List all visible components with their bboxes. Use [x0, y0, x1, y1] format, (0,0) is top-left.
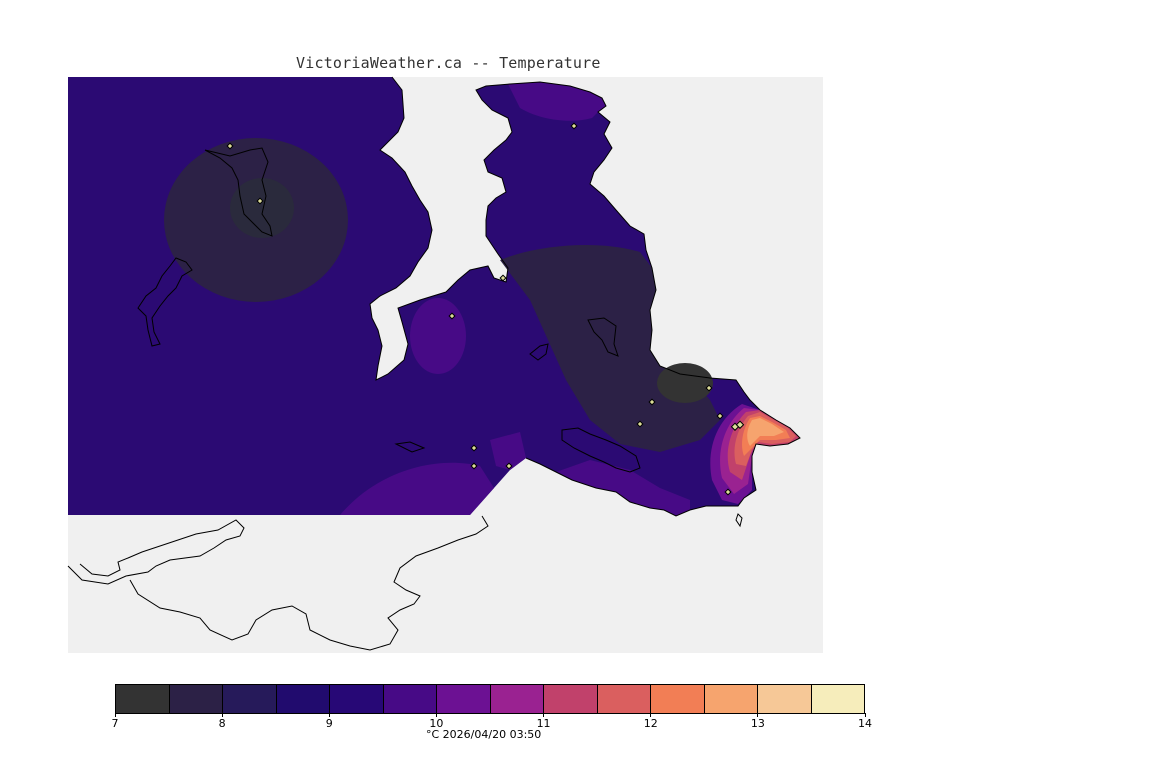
- station-marker: [448, 312, 456, 320]
- temperature-field-warm-south-2: [490, 432, 526, 470]
- legend-color-cell: [704, 685, 758, 713]
- legend-caption: °C 2026/04/20 03:50: [426, 728, 542, 741]
- map-title: VictoriaWeather.ca -- Temperature: [296, 54, 601, 72]
- station-marker: [505, 462, 513, 470]
- station-marker: [705, 384, 713, 392]
- coastline-main-island: [369, 76, 801, 517]
- coastline-islet-small: [529, 343, 549, 361]
- temperature-field-warm-north: [508, 82, 606, 121]
- legend-color-cell: [169, 685, 223, 713]
- coastline-islet-center: [587, 317, 619, 357]
- legend-tick-mark: [328, 713, 330, 717]
- legend-tick-label: 7: [111, 717, 119, 730]
- station-marker: [256, 197, 264, 205]
- legend-tick-mark: [435, 713, 437, 717]
- coastlines: [67, 76, 801, 651]
- legend-color-cell: [223, 685, 277, 713]
- legend-tick-label: 9: [325, 717, 333, 730]
- legend-color-cell: [651, 685, 705, 713]
- legend-tick-mark: [650, 713, 652, 717]
- legend-color-cell: [544, 685, 598, 713]
- station-marker: [648, 398, 656, 406]
- temperature-field-warm-southeast: [556, 460, 690, 516]
- legend-tick-mark: [757, 713, 759, 717]
- temperature-field-warm-south: [340, 462, 494, 515]
- station-marker: [636, 420, 644, 428]
- legend-color-cell: [116, 685, 170, 713]
- legend-color-cell: [758, 685, 812, 713]
- coastline-island-nw: [204, 147, 273, 237]
- station-marker: [226, 142, 234, 150]
- color-legend-bar: [115, 684, 865, 714]
- legend-color-cell: [330, 685, 384, 713]
- station-markers: [226, 122, 745, 496]
- legend-color-cell: [811, 685, 864, 713]
- temperature-field-cooler-nw: [230, 178, 294, 238]
- station-marker: [735, 420, 745, 429]
- station-marker: [470, 462, 478, 470]
- coastline-islet-east: [735, 513, 743, 528]
- legend-color-cell: [276, 685, 330, 713]
- legend-color-cell: [437, 685, 491, 713]
- legend-color-cell: [383, 685, 437, 713]
- station-marker: [570, 122, 578, 130]
- legend-tick-label: 11: [536, 717, 551, 730]
- legend-tick-mark: [543, 713, 545, 717]
- coastline-islet-south: [394, 441, 426, 453]
- temperature-field-hot-6: [747, 418, 784, 446]
- legend-tick-label: 10: [429, 717, 444, 730]
- legend-tick-mark: [864, 713, 866, 717]
- coastline-island-west: [137, 257, 193, 347]
- temperature-field-cool-center: [500, 245, 720, 452]
- legend-tick-label: 14: [858, 717, 872, 730]
- coastline-south-land: [67, 515, 489, 651]
- station-marker: [724, 488, 732, 496]
- legend-tick-mark: [221, 713, 223, 717]
- legend-tick-label: 8: [218, 717, 226, 730]
- temperature-field-warm-west: [410, 298, 466, 374]
- legend-tick-mark: [114, 713, 116, 717]
- legend-tick-label: 13: [750, 717, 765, 730]
- temperature-field-coolest-center: [657, 363, 713, 403]
- legend-tick-label: 12: [643, 717, 658, 730]
- station-marker: [470, 444, 478, 452]
- legend-color-cell: [597, 685, 651, 713]
- temperature-map: [67, 76, 823, 653]
- station-marker: [499, 274, 507, 282]
- coastline-peninsula-south: [561, 427, 641, 473]
- station-marker: [716, 412, 724, 420]
- legend-color-cell: [490, 685, 544, 713]
